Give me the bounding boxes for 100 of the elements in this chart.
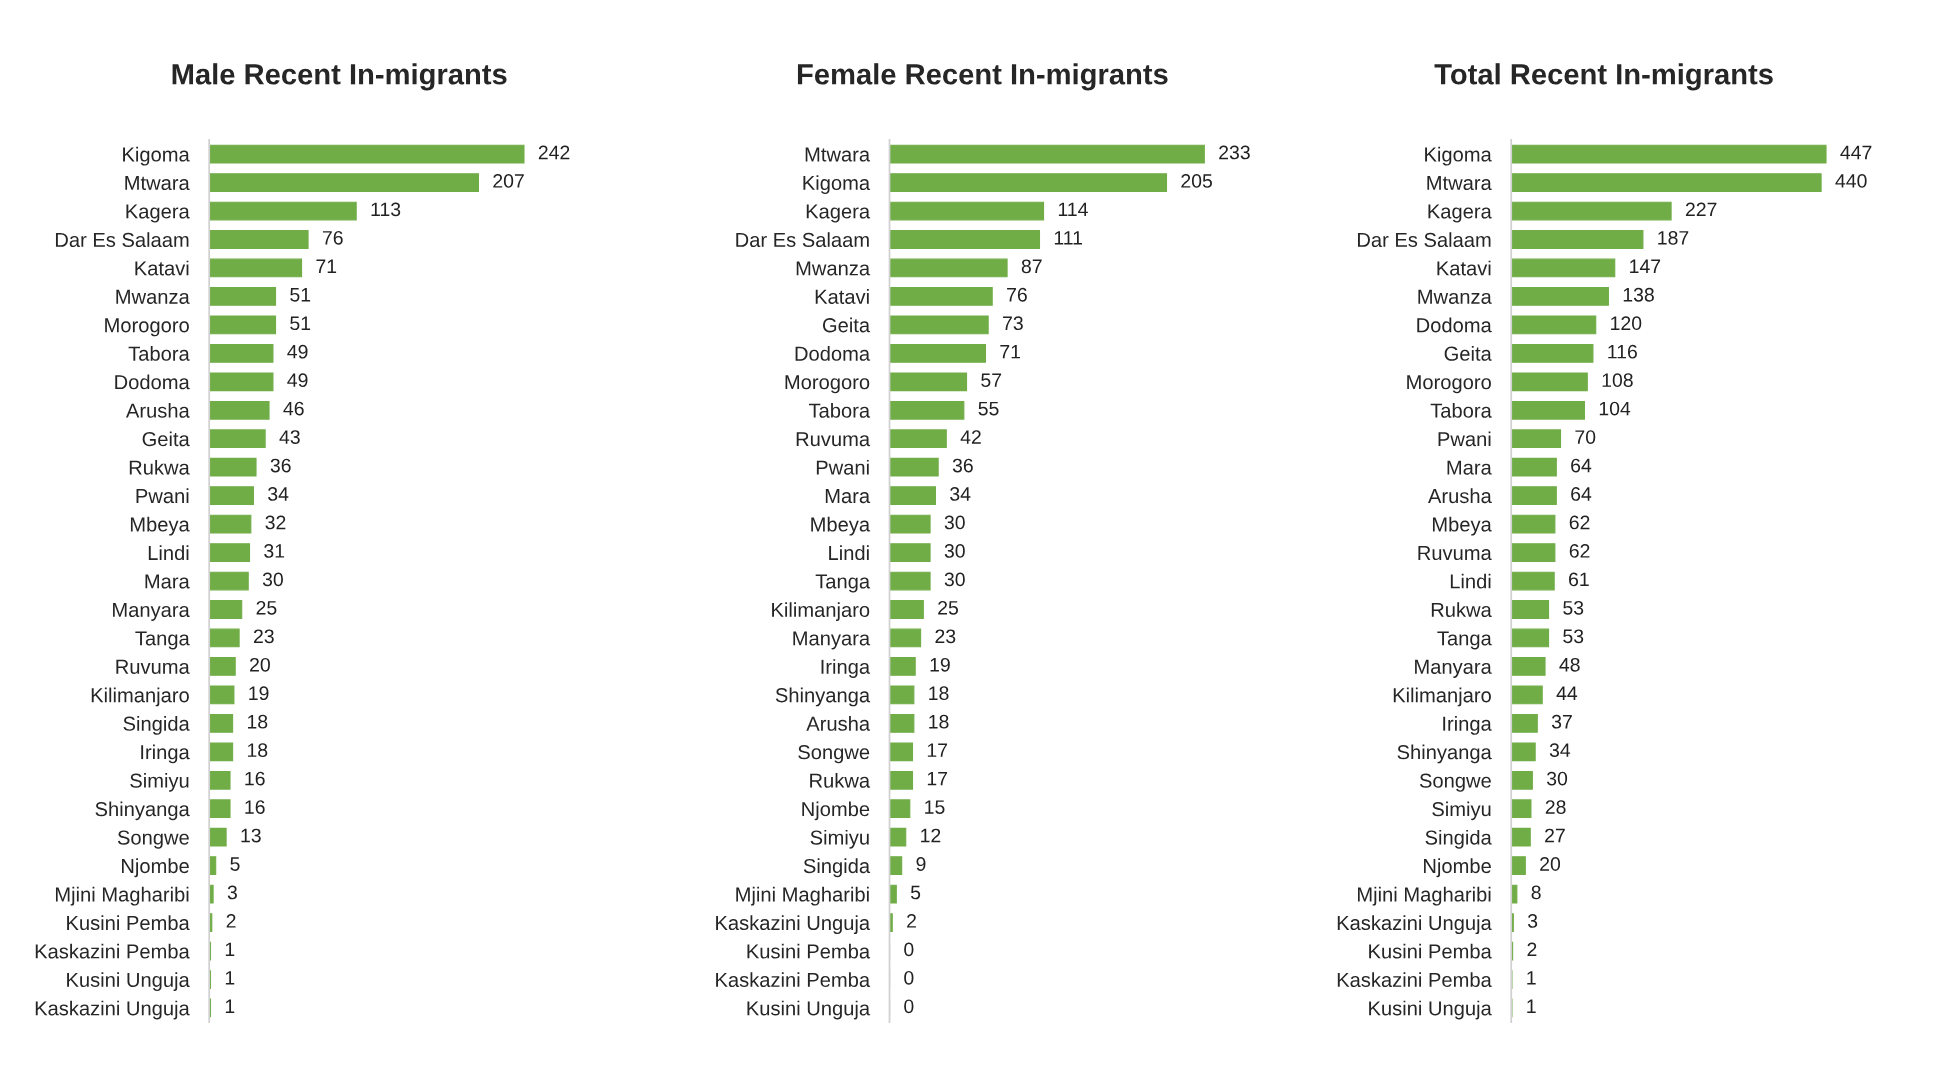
data-label: 30: [944, 544, 965, 558]
y-tick-label: Mara: [825, 489, 871, 504]
data-label: 1: [1527, 999, 1536, 1013]
data-label: 17: [927, 743, 948, 757]
y-tick-label: Shinyanga: [1397, 744, 1492, 764]
data-label: 76: [1007, 287, 1027, 302]
data-label: 49: [287, 373, 308, 388]
data-label: 30: [944, 515, 965, 530]
y-tick-label: Kusini Pemba: [67, 915, 190, 931]
data-label: 34: [1549, 743, 1571, 758]
y-tick-label: Simiyu: [810, 829, 869, 849]
data-label: 48: [1559, 657, 1580, 672]
y-tick-label: Arusha: [1428, 488, 1492, 504]
chart-title: Male Recent In-migrants: [172, 63, 507, 91]
data-label: 108: [1602, 373, 1633, 388]
y-tick-label: Kilimanjaro: [91, 687, 189, 707]
data-label: 20: [250, 657, 270, 672]
y-tick-label: Morogoro: [785, 375, 870, 394]
y-tick-label: Mara: [145, 574, 190, 589]
y-tick-label: Mara: [1447, 460, 1492, 475]
data-label: 18: [247, 714, 268, 729]
data-label: 1: [225, 942, 235, 957]
data-label: 76: [322, 230, 343, 245]
y-tick-label: Njombe: [1424, 858, 1491, 878]
data-label: 0: [904, 999, 914, 1014]
y-tick-label: Lindi: [148, 545, 189, 561]
y-tick-label: Tabora: [128, 346, 190, 361]
data-label: 70: [1575, 430, 1596, 444]
y-tick-label: Dodoma: [115, 374, 190, 390]
y-tick-label: Morogoro: [105, 318, 189, 337]
data-label: 87: [1021, 259, 1042, 274]
data-label: 34: [268, 487, 289, 501]
data-label: 447: [1840, 145, 1872, 160]
y-tick-label: Ruvuma: [116, 659, 190, 674]
data-label: 5: [230, 857, 240, 871]
data-label: 53: [1563, 600, 1584, 615]
y-tick-label: Tabora: [808, 402, 871, 418]
y-tick-label: Mjini Magharibi: [736, 886, 869, 906]
y-tick-label: Iringa: [1443, 716, 1492, 735]
data-label: 30: [1546, 771, 1568, 786]
data-label: 43: [279, 430, 300, 444]
data-label: 16: [245, 800, 265, 814]
y-tick-label: Songwe: [798, 745, 870, 764]
y-tick-label: Iringa: [141, 744, 190, 764]
data-label: 37: [1551, 714, 1572, 729]
data-label: 113: [371, 202, 401, 217]
y-tick-label: Kaskazini Unguja: [1337, 915, 1492, 935]
data-label: 440: [1835, 174, 1867, 188]
data-label: 205: [1181, 174, 1212, 188]
data-label: 44: [1556, 686, 1578, 700]
y-tick-label: Kusini Unguja: [67, 972, 190, 991]
data-label: 55: [978, 401, 999, 416]
data-label: 17: [927, 771, 948, 786]
y-tick-label: Dar Es Salaam: [736, 232, 869, 247]
y-tick-label: Songwe: [1419, 773, 1491, 792]
data-label: 120: [1611, 316, 1642, 331]
y-tick-label: Kigoma: [803, 175, 871, 195]
y-tick-label: Dodoma: [1417, 317, 1492, 333]
data-label: 111: [1054, 231, 1082, 245]
data-label: 53: [1563, 629, 1584, 644]
data-label: 36: [270, 458, 291, 473]
y-tick-label: Kilimanjaro: [1393, 687, 1491, 707]
y-tick-label: Kagera: [1428, 204, 1492, 223]
y-tick-label: Singida: [803, 858, 871, 878]
data-label: 30: [944, 572, 965, 587]
data-label: 18: [929, 686, 949, 701]
y-tick-label: Songwe: [117, 830, 189, 849]
data-label: 3: [227, 885, 237, 900]
y-tick-label: Simiyu: [130, 772, 189, 792]
data-label: 36: [952, 458, 973, 473]
data-label: 23: [253, 629, 274, 644]
data-label: 31: [264, 544, 285, 558]
data-label: 207: [493, 174, 524, 188]
data-label: 104: [1599, 401, 1631, 416]
y-tick-label: Dodoma: [795, 346, 871, 361]
data-label: 71: [1000, 345, 1021, 359]
y-tick-label: Geita: [142, 431, 190, 447]
y-tick-label: Manyara: [1415, 659, 1492, 678]
data-label: 71: [316, 259, 337, 273]
data-label: 138: [1623, 287, 1654, 302]
y-tick-label: Arusha: [125, 402, 190, 418]
y-tick-label: Mtwara: [805, 147, 871, 162]
y-tick-label: Pwani: [816, 459, 869, 475]
data-label: 1: [1527, 971, 1536, 985]
data-label: 13: [241, 828, 261, 843]
data-label: 19: [930, 657, 950, 672]
data-label: 242: [538, 145, 570, 160]
y-tick-label: Geita: [822, 317, 871, 333]
data-label: 1: [225, 971, 235, 985]
y-tick-label: Dar Es Salaam: [55, 232, 189, 247]
data-label: 46: [283, 401, 304, 416]
y-tick-label: Tabora: [1430, 402, 1492, 418]
y-tick-label: Kigoma: [123, 146, 190, 166]
y-tick-label: Pwani: [1438, 431, 1491, 447]
data-label: 30: [262, 572, 283, 587]
data-label: 233: [1219, 145, 1250, 160]
y-tick-label: Mjini Magharibi: [1358, 886, 1491, 906]
data-label: 62: [1569, 515, 1590, 530]
data-label: 34: [950, 487, 971, 501]
data-label: 57: [981, 373, 1002, 388]
